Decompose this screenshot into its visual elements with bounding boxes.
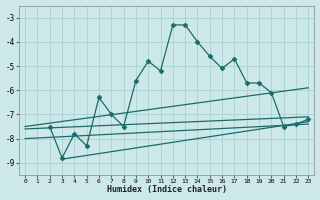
X-axis label: Humidex (Indice chaleur): Humidex (Indice chaleur) xyxy=(107,185,227,194)
